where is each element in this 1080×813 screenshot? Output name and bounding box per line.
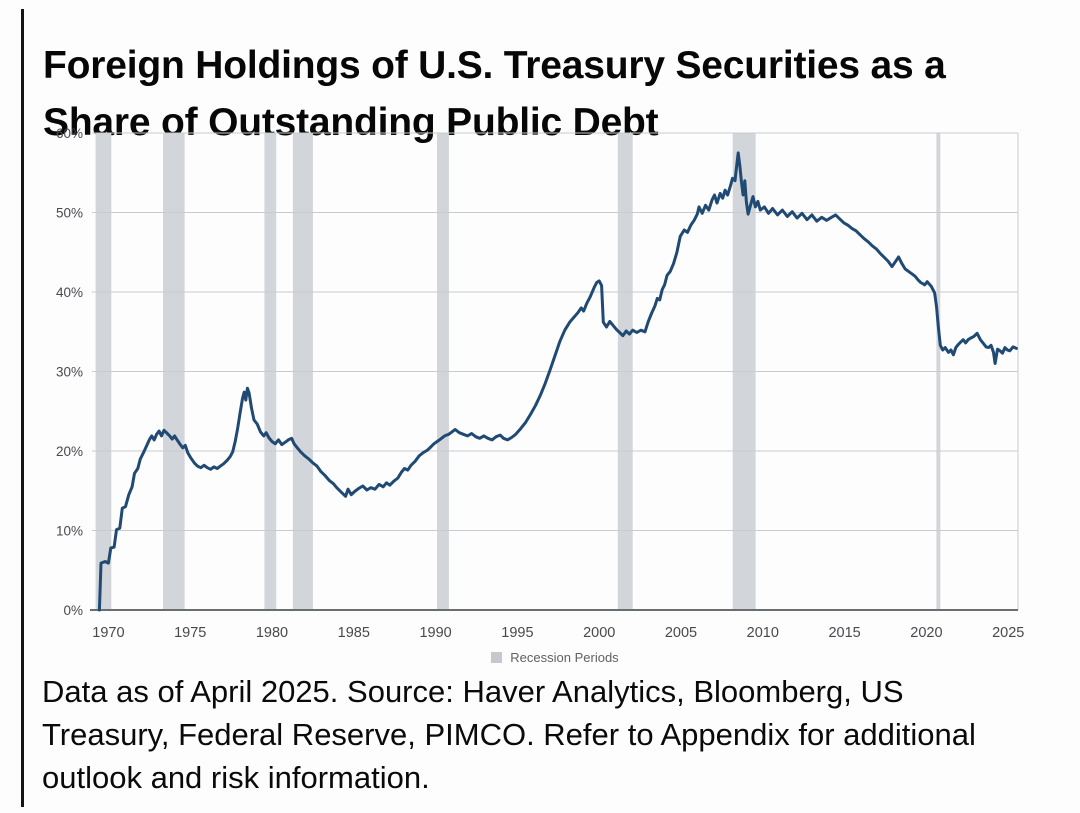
legend-label: Recession Periods (510, 650, 619, 665)
y-axis-tick-label: 20% (56, 444, 83, 459)
source-note: Data as of April 2025. Source: Haver Ana… (42, 674, 976, 795)
x-axis-tick-label: 1980 (256, 625, 288, 641)
y-axis-tick-label: 30% (56, 365, 83, 380)
x-axis-tick-label: 2010 (747, 625, 779, 641)
x-axis-tick-label: 1985 (338, 625, 370, 641)
x-axis-tick-label: 1975 (174, 625, 206, 641)
x-axis-tick-label: 1970 (92, 625, 124, 641)
x-axis-tick-label: 2020 (910, 625, 942, 641)
left-accent-bar (21, 9, 24, 807)
y-axis-tick-label: 50% (56, 206, 83, 221)
legend: Recession Periods (92, 650, 1018, 665)
y-axis-tick-label: 0% (63, 603, 83, 618)
y-axis-tick-label: 60% (56, 126, 83, 141)
x-axis-tick-label: 2015 (828, 625, 860, 641)
y-axis-tick-label: 10% (56, 524, 83, 539)
y-axis-tick-label: 40% (56, 285, 83, 300)
x-axis-tick-label: 2005 (665, 625, 697, 641)
line-chart: 0% 10% 20% 30% 40% 50% 60% 1970 1975 1980 1985 1990… (56, 126, 1024, 641)
x-axis-tick-label: 1990 (419, 625, 451, 641)
recession-period-swatch-icon (491, 652, 503, 663)
x-axis-tick-label: 1995 (501, 625, 533, 641)
x-axis-tick-label: 2025 (992, 625, 1024, 641)
foreign-holdings-line (97, 151, 1018, 612)
x-axis-tick-label: 2000 (583, 625, 615, 641)
chart-title: Foreign Holdings of U.S. Treasury Securi… (43, 44, 946, 145)
